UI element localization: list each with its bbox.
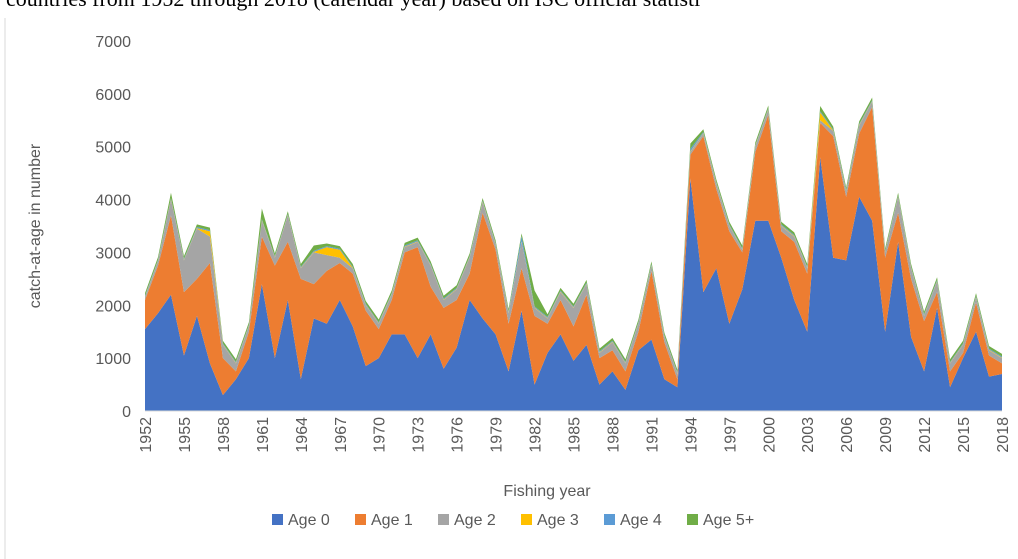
x-tick-label: 1970 <box>372 417 389 453</box>
x-tick-label: 1979 <box>489 417 506 453</box>
legend-swatch <box>438 514 449 525</box>
legend-label: Age 4 <box>620 512 662 529</box>
x-tick-label: 1976 <box>450 417 467 453</box>
y-tick-label: 4000 <box>95 193 131 210</box>
x-tick-label: 1991 <box>644 417 661 453</box>
x-tick-label: 2009 <box>878 417 895 453</box>
area <box>145 157 1002 411</box>
legend-label: Age 3 <box>537 512 579 529</box>
x-tick-label: 1952 <box>138 417 155 453</box>
x-tick-label: 1997 <box>722 417 739 453</box>
caption: countries from 1952 through 2018 (calend… <box>6 0 700 11</box>
area <box>145 107 1002 396</box>
x-tick-label: 1955 <box>177 417 194 453</box>
x-tick-label: 2003 <box>800 417 817 453</box>
y-tick-label: 7000 <box>95 34 131 51</box>
x-tick-label: 1973 <box>411 417 428 453</box>
y-tick-label: 1000 <box>95 351 131 368</box>
y-tick-label: 2000 <box>95 298 131 315</box>
y-tick-label: 5000 <box>95 140 131 157</box>
legend-swatch <box>687 514 698 525</box>
x-tick-label: 1967 <box>333 417 350 453</box>
x-tick-label: 2006 <box>839 417 856 453</box>
x-axis-title: Fishing year <box>503 483 591 500</box>
legend-swatch <box>604 514 615 525</box>
legend-swatch <box>355 514 366 525</box>
legend-label: Age 0 <box>288 512 330 529</box>
y-tick-label: 0 <box>122 404 131 421</box>
y-tick-label: 3000 <box>95 245 131 262</box>
x-tick-label: 1982 <box>528 417 545 453</box>
x-tick-label: 1988 <box>605 417 622 453</box>
x-tick-label: 1985 <box>567 417 584 453</box>
x-tick-label: 1994 <box>683 417 700 453</box>
x-tick-label: 1961 <box>255 417 272 453</box>
legend-label: Age 1 <box>371 512 413 529</box>
area <box>145 101 1002 380</box>
legend-label: Age 2 <box>454 512 496 529</box>
x-tick-label: 2015 <box>956 417 973 453</box>
x-tick-label: 1964 <box>294 417 311 453</box>
y-tick-label: 6000 <box>95 87 131 104</box>
x-tick-label: 1958 <box>216 417 233 453</box>
y-axis-title: catch-at-age in number <box>27 143 44 308</box>
x-tick-label: 2012 <box>917 417 934 453</box>
x-tick-label: 2000 <box>761 417 778 453</box>
legend-swatch <box>521 514 532 525</box>
legend-swatch <box>272 514 283 525</box>
legend-label: Age 5+ <box>703 512 754 529</box>
x-tick-label: 2018 <box>995 417 1012 453</box>
